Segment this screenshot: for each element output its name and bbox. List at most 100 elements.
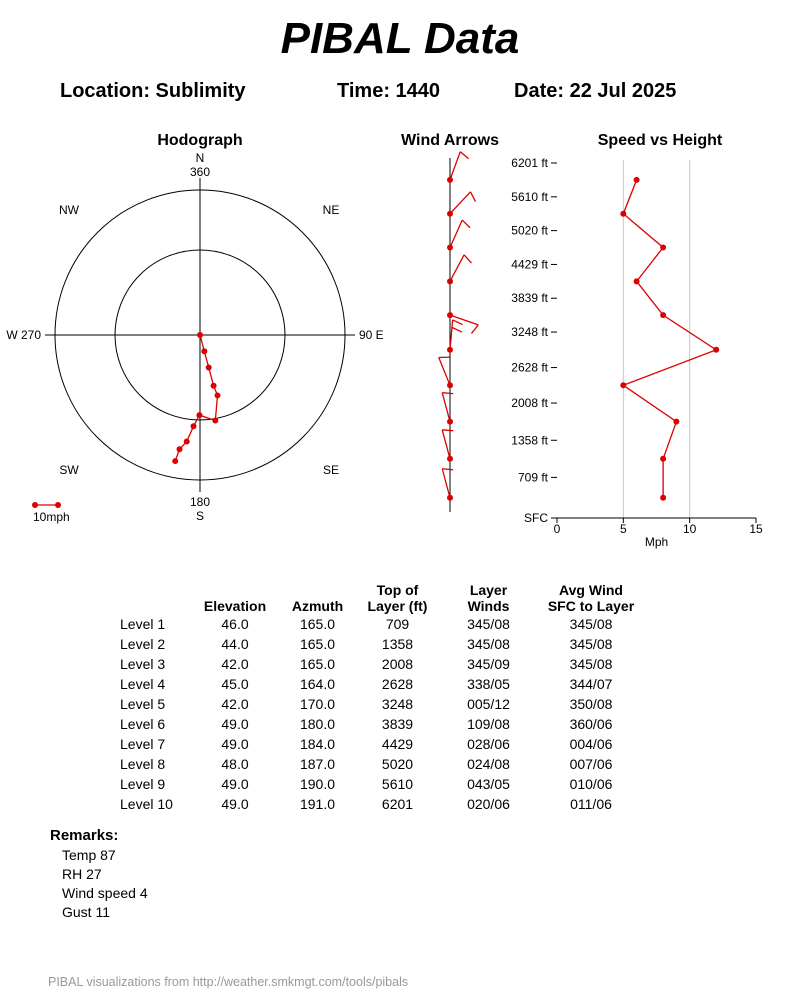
report-meta: Location: Sublimity Time: 1440 Date: 22 …	[0, 80, 800, 106]
y-tick-label: 2008 ft	[511, 396, 548, 410]
remark-line: Temp 87	[62, 847, 116, 863]
y-tick-label: 6201 ft	[511, 156, 548, 170]
hodograph-title: Hodograph	[157, 132, 243, 149]
header-cell	[185, 582, 285, 598]
wind-barb-tick	[451, 326, 463, 333]
table-cell: 344/07	[569, 676, 613, 692]
table-cell: 5610	[381, 776, 414, 792]
y-tick-label: 2628 ft	[511, 361, 548, 375]
y-tick-label: 1358 ft	[511, 433, 548, 447]
wind-barb-staff	[438, 357, 451, 386]
wind-barb-point	[447, 278, 453, 285]
header-cell-layer-ft: Layer (ft)	[367, 598, 428, 614]
wind-barb-tick	[442, 468, 454, 471]
wind-arrows-chart	[438, 151, 479, 512]
wind-barb-tick	[442, 392, 454, 395]
y-tick-label: 4429 ft	[511, 257, 548, 271]
table-cell: 3248	[381, 696, 414, 712]
table-cell: Level 2	[120, 636, 166, 652]
svg-text:180: 180	[190, 495, 210, 509]
table-cell: 024/08	[467, 756, 510, 772]
compass-ne: NE	[323, 203, 340, 217]
wind-barb-point	[447, 312, 453, 319]
remark-line: Gust 11	[62, 904, 110, 920]
table-cell: Level 4	[120, 676, 166, 692]
header-cell-winds: Winds	[467, 598, 510, 614]
table-cell: 338/05	[467, 676, 510, 692]
wind-barb-point	[447, 244, 453, 251]
table-row: Level 8 48.0 187.0 5020 024/08 007/06	[105, 754, 650, 774]
page-title: PIBAL Data	[280, 14, 520, 63]
header-cell-azmuth: Azmuth	[291, 598, 344, 614]
table-cell: 028/06	[467, 736, 510, 752]
wind-barb-tick	[469, 191, 477, 202]
table-cell: 043/05	[467, 776, 510, 792]
table-cell: 180.0	[299, 716, 336, 732]
table-cell: Level 6	[120, 716, 166, 732]
table-cell: 49.0	[221, 736, 249, 752]
wind-barb-tick	[459, 151, 470, 160]
wind-barb-staff	[449, 254, 465, 282]
remarks-section: Remarks: Temp 87 RH 27 Wind speed 4 Gust…	[50, 826, 148, 922]
table-cell: 49.0	[221, 716, 249, 732]
wind-barb-point	[447, 455, 453, 462]
wind-barb-staff	[441, 392, 451, 422]
table-cell: 187.0	[299, 756, 336, 772]
x-tick-label: 10	[683, 522, 697, 536]
table-cell: 42.0	[221, 696, 249, 712]
wind-barb-staff	[449, 314, 479, 326]
compass-se: SE	[323, 463, 339, 477]
table-cell: 45.0	[221, 676, 249, 692]
table-cell: 4429	[381, 736, 414, 752]
table-cell: 007/06	[569, 756, 613, 772]
wind-barb-staff	[449, 191, 471, 215]
wind-barb-staff	[449, 319, 454, 350]
speed-height-chart: 0 5 10 15 Mph SFC 709 ft 1358 ft 2008 ft 2628 ft 3…	[511, 156, 763, 549]
table-cell: 165.0	[299, 616, 336, 632]
table-cell: Level 10	[120, 796, 173, 812]
compass-nw: NW	[59, 203, 80, 217]
table-cell: 42.0	[221, 656, 249, 672]
svg-text:10mph: 10mph	[33, 510, 70, 524]
wind-barb-point	[447, 346, 453, 353]
table-cell: Level 5	[120, 696, 166, 712]
table-cell: 011/06	[570, 796, 612, 812]
compass-w-270: W 270	[6, 328, 41, 342]
table-row: Level 1 46.0 165.0 709 345/08 345/08	[105, 614, 650, 634]
x-tick-label: 0	[554, 522, 561, 536]
table-cell: 190.0	[299, 776, 336, 792]
remark-line: RH 27	[62, 866, 102, 882]
table-row: Level 5 42.0 170.0 3248 005/12 350/08	[105, 694, 650, 714]
table-cell: 49.0	[221, 776, 249, 792]
table-cell: Level 7	[120, 736, 166, 752]
table-cell: 350/08	[569, 696, 613, 712]
compass-90-e: 90 E	[359, 328, 384, 342]
wind-barb-staff	[449, 219, 463, 248]
table-cell: 2628	[381, 676, 414, 692]
date-label: Date: 22 Jul 2025	[514, 80, 677, 102]
y-tick-label: 5610 ft	[511, 190, 548, 204]
location-label: Location: Sublimity	[60, 80, 246, 102]
levels-table-body: Level 1 46.0 165.0 709 345/08 345/08 Level 2 44…	[105, 614, 650, 814]
x-tick-label: 5	[620, 522, 627, 536]
table-header-row-top: Top of Layer Avg Wind	[105, 582, 650, 598]
speed-height-title: Speed vs Height	[597, 132, 723, 149]
table-cell: 345/09	[467, 656, 510, 672]
table-cell: 709	[385, 616, 410, 632]
table-cell: 2008	[381, 656, 414, 672]
time-label: Time: 1440	[337, 80, 441, 102]
table-cell: 010/06	[569, 776, 613, 792]
y-tick-label: 5020 ft	[511, 224, 548, 238]
table-row: Level 4 45.0 164.0 2628 338/05 344/07	[105, 674, 650, 694]
wind-barb-point	[447, 210, 453, 217]
table-cell: 345/08	[569, 636, 613, 652]
table-cell: 165.0	[299, 656, 336, 672]
x-axis-label: Mph	[645, 535, 668, 549]
table-cell: 004/06	[569, 736, 613, 752]
header-cell	[105, 582, 185, 598]
footer-credit: PIBAL visualizations from http://weather…	[48, 975, 409, 989]
table-cell: 345/08	[467, 636, 510, 652]
table-cell: Level 8	[120, 756, 166, 772]
